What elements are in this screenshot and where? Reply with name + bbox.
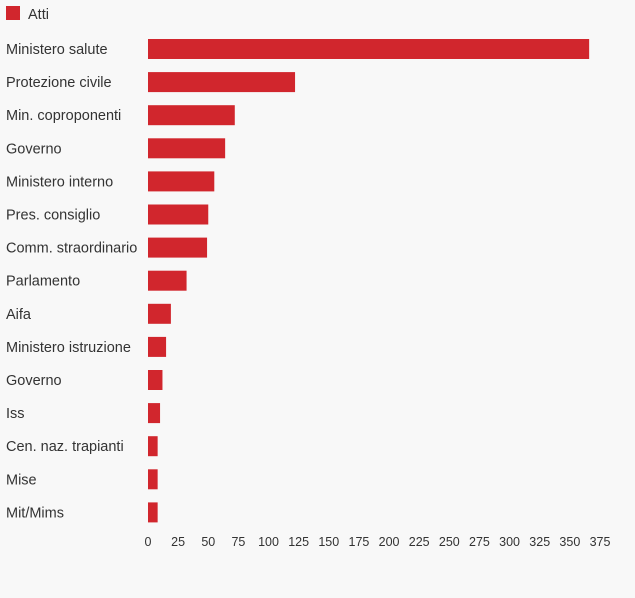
x-tick-label: 25 — [171, 535, 185, 549]
bar[interactable] — [148, 469, 158, 490]
category-label: Pres. consiglio — [6, 208, 100, 224]
bar[interactable] — [148, 138, 226, 159]
x-tick-label: 50 — [201, 535, 215, 549]
x-axis-ticks: 0 25 50 75 100 125 150 175 200 225 250 275 300 325 350… — [145, 535, 611, 549]
bar[interactable] — [148, 204, 209, 225]
x-tick-label: 125 — [288, 535, 309, 549]
x-tick-label: 100 — [258, 535, 279, 549]
x-tick-label: 200 — [379, 535, 400, 549]
legend: Atti — [6, 6, 49, 23]
legend-label: Atti — [28, 7, 49, 23]
category-label: Iss — [6, 406, 25, 422]
x-tick-label: 275 — [469, 535, 490, 549]
bar[interactable] — [148, 237, 208, 258]
category-label: Comm. straordinario — [6, 241, 137, 257]
legend-swatch — [6, 6, 20, 20]
bar[interactable] — [148, 270, 187, 291]
category-label: Cen. naz. trapianti — [6, 439, 124, 455]
bar[interactable] — [148, 39, 590, 59]
category-labels: Ministero salute Protezione civile Min. co… — [6, 42, 137, 521]
category-label: Min. coproponenti — [6, 108, 121, 124]
category-label: Parlamento — [6, 274, 80, 290]
bars — [148, 39, 590, 523]
category-label: Ministero istruzione — [6, 340, 131, 356]
category-label: Mise — [6, 472, 37, 488]
x-tick-label: 375 — [590, 535, 611, 549]
bar[interactable] — [148, 370, 163, 390]
category-label: Aifa — [6, 307, 32, 323]
x-tick-label: 175 — [349, 535, 370, 549]
x-tick-label: 150 — [318, 535, 339, 549]
bar[interactable] — [148, 403, 161, 424]
bar[interactable] — [148, 436, 158, 457]
bar[interactable] — [148, 336, 167, 357]
category-label: Governo — [6, 141, 62, 157]
x-tick-label: 75 — [231, 535, 245, 549]
category-label: Ministero salute — [6, 42, 108, 58]
bar[interactable] — [148, 72, 296, 93]
x-tick-label: 250 — [439, 535, 460, 549]
category-label: Ministero interno — [6, 174, 113, 190]
x-tick-label: 0 — [145, 535, 152, 549]
bar[interactable] — [148, 171, 215, 192]
x-tick-label: 350 — [559, 535, 580, 549]
bar[interactable] — [148, 502, 158, 523]
category-label: Protezione civile — [6, 75, 112, 91]
category-label: Governo — [6, 373, 62, 389]
bar[interactable] — [148, 303, 171, 324]
x-tick-label: 325 — [529, 535, 550, 549]
category-label: Mit/Mims — [6, 505, 64, 521]
bar[interactable] — [148, 105, 235, 126]
x-tick-label: 225 — [409, 535, 430, 549]
x-tick-label: 300 — [499, 535, 520, 549]
